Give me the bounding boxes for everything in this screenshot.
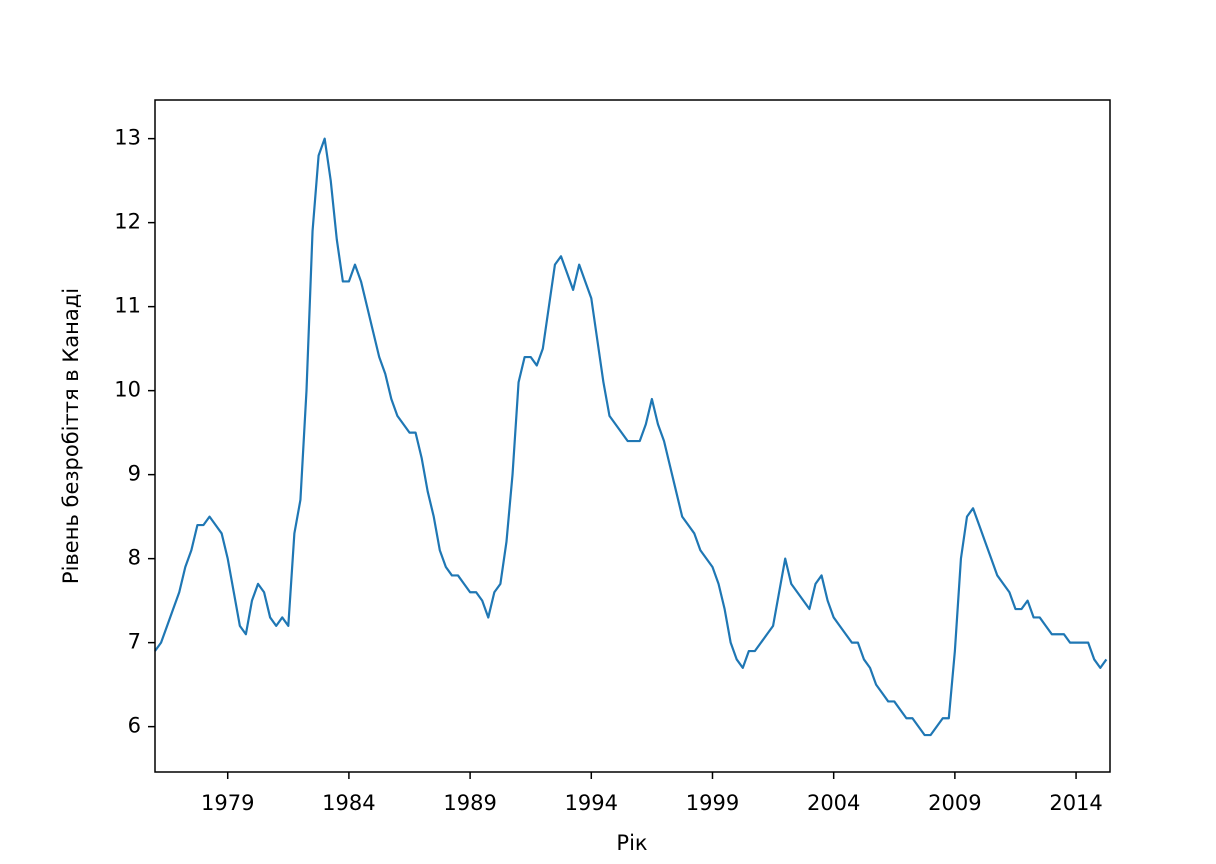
y-tick-label: 12 [114,210,141,234]
y-tick-label: 9 [128,462,141,486]
y-tick-label: 6 [128,714,141,738]
x-tick-label: 1994 [565,791,618,815]
y-tick-label: 13 [114,126,141,150]
y-tick-label: 7 [128,630,141,654]
y-tick-label: 8 [128,546,141,570]
x-tick-label: 2009 [928,791,981,815]
plot-frame [154,99,1111,773]
x-tick-label: 2004 [807,791,860,815]
x-tick-label: 1984 [322,791,375,815]
y-axis-label: Рівень безробіття в Канаді [59,288,83,584]
x-tick-label: 1999 [686,791,739,815]
y-tick-label: 10 [114,378,141,402]
x-tick-label: 1989 [443,791,496,815]
x-tick-label: 2014 [1049,791,1102,815]
y-tick-label: 11 [114,294,141,318]
x-axis-label: Рік [616,831,647,855]
data-line [154,137,1108,737]
x-tick-label: 1979 [201,791,254,815]
